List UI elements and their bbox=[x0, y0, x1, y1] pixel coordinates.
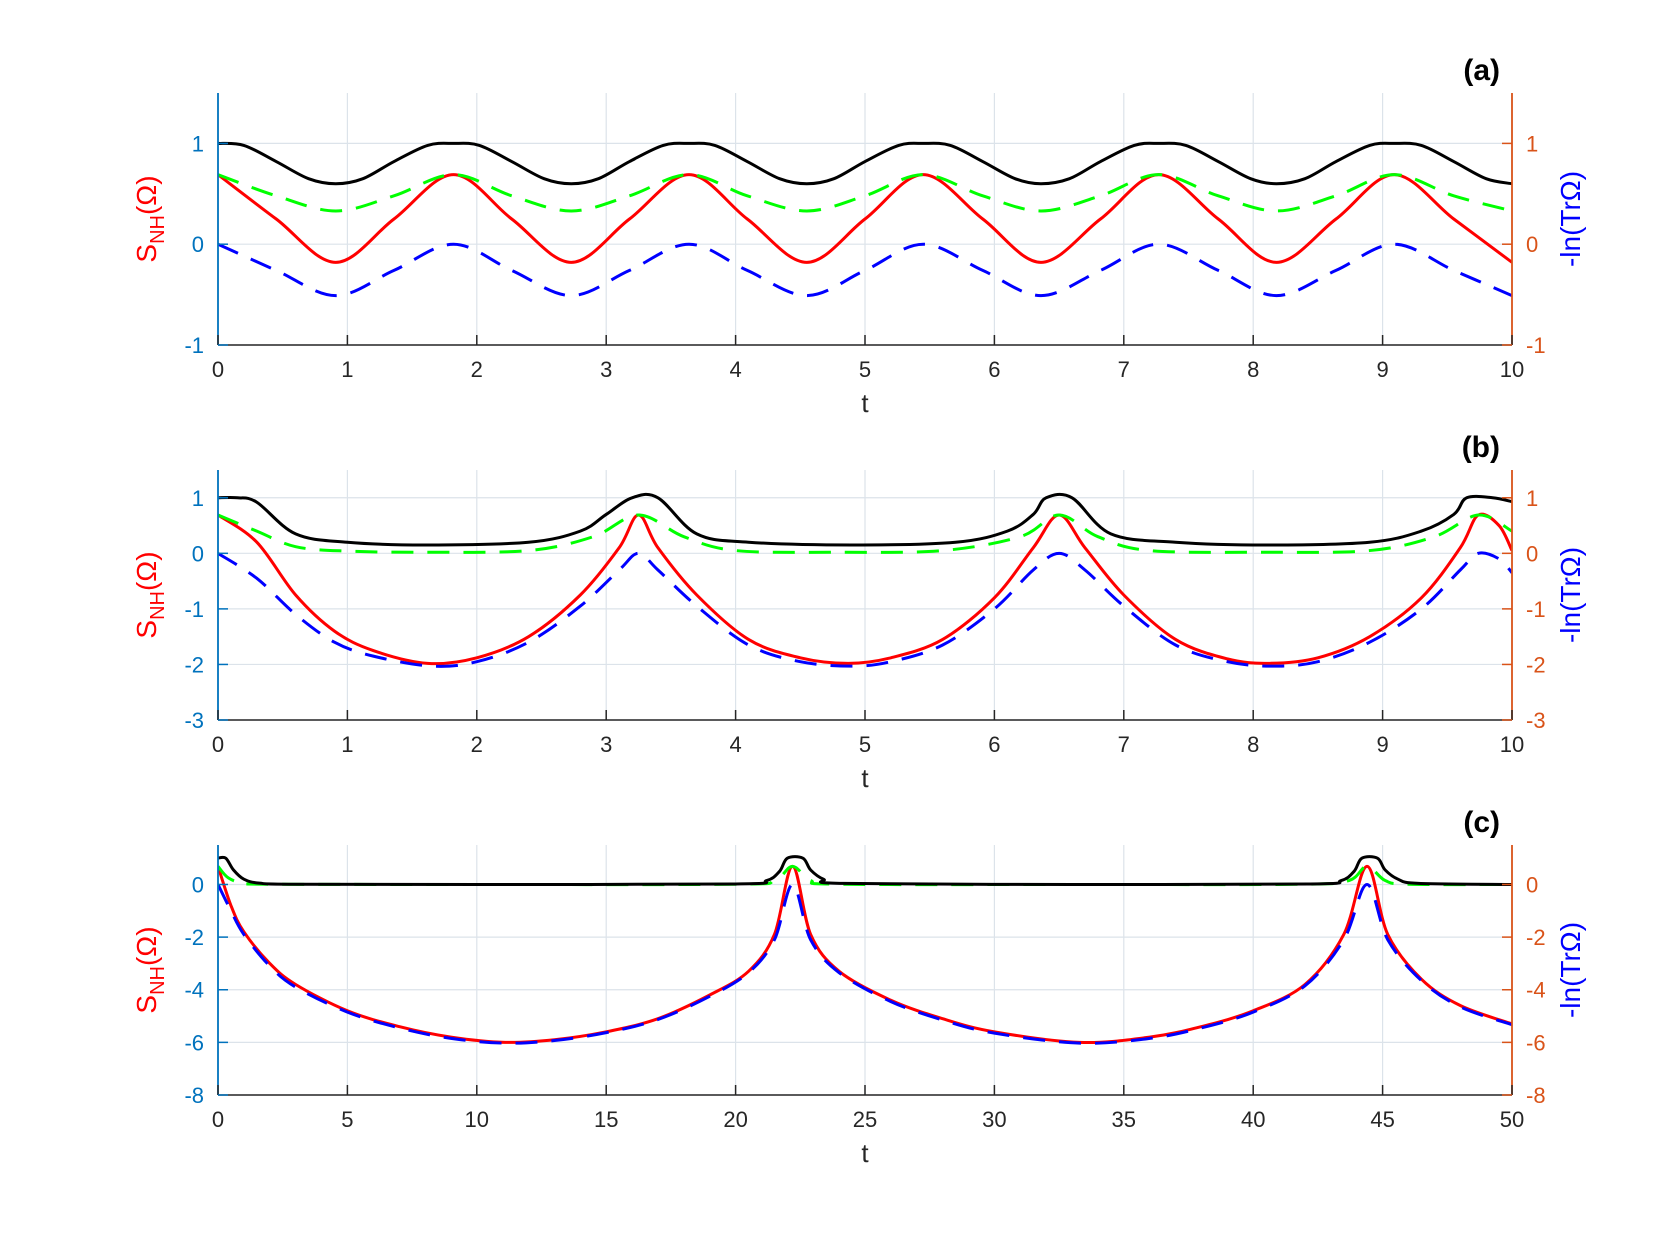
y-title-left-main: S bbox=[131, 620, 162, 639]
series-line-green-dashed bbox=[218, 513, 1512, 554]
x-tick-label: 5 bbox=[859, 732, 871, 757]
series-group bbox=[218, 492, 1512, 668]
y-tick-label-right: 1 bbox=[1526, 486, 1538, 511]
y-tick-label-left: -6 bbox=[184, 1030, 204, 1055]
y-title-left-subscript: NH bbox=[147, 591, 169, 620]
x-tick-label: 4 bbox=[729, 357, 741, 382]
y-title-left-tail: (Ω) bbox=[131, 175, 162, 215]
series-line-red-solid bbox=[218, 173, 1512, 264]
y-tick-label-left: 0 bbox=[192, 541, 204, 566]
y-tick-label-left: 1 bbox=[192, 486, 204, 511]
x-tick-label: 9 bbox=[1376, 732, 1388, 757]
y-tick-label-left: -2 bbox=[184, 925, 204, 950]
x-tick-label: 7 bbox=[1118, 732, 1130, 757]
x-tick-label: 6 bbox=[988, 357, 1000, 382]
y-axis-title-right: -ln(TrΩ) bbox=[1555, 171, 1586, 267]
x-tick-label: 50 bbox=[1500, 1107, 1524, 1132]
x-tick-label: 0 bbox=[212, 357, 224, 382]
x-axis-title: t bbox=[861, 388, 869, 418]
panel-label: (b) bbox=[1462, 431, 1500, 464]
y-axis-title-left: SNH(Ω) bbox=[131, 175, 169, 262]
x-tick-label: 1 bbox=[341, 357, 353, 382]
x-tick-label: 35 bbox=[1112, 1107, 1136, 1132]
x-tick-label: 20 bbox=[723, 1107, 747, 1132]
x-tick-label: 10 bbox=[1500, 357, 1524, 382]
y-tick-label-right: 0 bbox=[1526, 232, 1538, 257]
x-tick-label: 8 bbox=[1247, 732, 1259, 757]
x-tick-label: 9 bbox=[1376, 357, 1388, 382]
x-tick-label: 30 bbox=[982, 1107, 1006, 1132]
x-axis-title: t bbox=[861, 763, 869, 793]
y-tick-label-left: -1 bbox=[184, 333, 204, 358]
y-tick-label-right: -1 bbox=[1526, 333, 1546, 358]
series-line-black-solid bbox=[218, 141, 1512, 186]
series-line-black-solid bbox=[218, 855, 1512, 887]
series-line-green-dashed bbox=[218, 864, 1512, 887]
y-tick-label-left: 1 bbox=[192, 131, 204, 156]
y-tick-label-left: -8 bbox=[184, 1083, 204, 1108]
series-group bbox=[218, 141, 1512, 298]
x-tick-label: 40 bbox=[1241, 1107, 1265, 1132]
series-line-black-solid bbox=[218, 492, 1512, 547]
y-title-left-tail: (Ω) bbox=[131, 926, 162, 966]
x-tick-label: 8 bbox=[1247, 357, 1259, 382]
y-tick-label-left: -2 bbox=[184, 652, 204, 677]
y-tick-label-right: -1 bbox=[1526, 597, 1546, 622]
x-axis-title: t bbox=[861, 1138, 869, 1168]
y-title-left-tail: (Ω) bbox=[131, 551, 162, 591]
x-tick-label: 10 bbox=[1500, 732, 1524, 757]
y-title-left-subscript: NH bbox=[147, 966, 169, 995]
x-tick-label: 25 bbox=[853, 1107, 877, 1132]
y-axis-title-left: SNH(Ω) bbox=[131, 551, 169, 638]
x-tick-label: 2 bbox=[471, 357, 483, 382]
y-title-left-main: S bbox=[131, 244, 162, 263]
series-line-blue-dashed bbox=[218, 551, 1512, 668]
x-tick-label: 10 bbox=[465, 1107, 489, 1132]
y-tick-label-left: -1 bbox=[184, 597, 204, 622]
y-tick-label-right: -6 bbox=[1526, 1030, 1546, 1055]
y-tick-label-right: -2 bbox=[1526, 652, 1546, 677]
y-tick-label-left: -4 bbox=[184, 978, 204, 1003]
x-tick-label: 1 bbox=[341, 732, 353, 757]
y-title-left-main: S bbox=[131, 995, 162, 1014]
series-line-green-dashed bbox=[218, 173, 1512, 213]
series-line-blue-dashed bbox=[218, 882, 1512, 1045]
y-tick-label-right: 0 bbox=[1526, 872, 1538, 897]
y-tick-label-left: 0 bbox=[192, 232, 204, 257]
y-axis-title-right: -ln(TrΩ) bbox=[1555, 547, 1586, 643]
y-tick-label-right: 0 bbox=[1526, 541, 1538, 566]
panel-1: 0 1 2 3 4 5 6 7 8 9 10-1 -10 01 1t(a)SNH(Ω) -ln(TrΩ) bbox=[131, 54, 1586, 418]
panel-label: (a) bbox=[1463, 54, 1500, 87]
x-tick-label: 6 bbox=[988, 732, 1000, 757]
x-tick-label: 2 bbox=[471, 732, 483, 757]
x-tick-label: 4 bbox=[729, 732, 741, 757]
panel-3: 0 5 10 15 20 25 30 35 40 45 50-8 -8-6 -6-4 -4-2 -20 0t(… bbox=[131, 806, 1586, 1168]
y-tick-label-left: 0 bbox=[192, 872, 204, 897]
x-tick-label: 5 bbox=[859, 357, 871, 382]
x-tick-label: 7 bbox=[1118, 357, 1130, 382]
y-tick-label-right: -2 bbox=[1526, 925, 1546, 950]
x-tick-label: 0 bbox=[212, 732, 224, 757]
y-tick-label-right: -4 bbox=[1526, 978, 1546, 1003]
x-tick-label: 5 bbox=[341, 1107, 353, 1132]
y-title-left-subscript: NH bbox=[147, 215, 169, 244]
y-tick-label-right: -3 bbox=[1526, 708, 1546, 733]
x-tick-label: 3 bbox=[600, 357, 612, 382]
x-tick-label: 15 bbox=[594, 1107, 618, 1132]
x-tick-label: 3 bbox=[600, 732, 612, 757]
panel-2: 0 1 2 3 4 5 6 7 8 9 10-3 -3-2 -2-1 -10 01 1t(b)SNH(Ω) -l… bbox=[131, 431, 1586, 793]
x-tick-label: 0 bbox=[212, 1107, 224, 1132]
x-tick-label: 45 bbox=[1370, 1107, 1394, 1132]
y-tick-label-right: -8 bbox=[1526, 1083, 1546, 1108]
panel-label: (c) bbox=[1463, 806, 1500, 839]
series-group bbox=[218, 855, 1512, 1045]
panels: 0 1 2 3 4 5 6 7 8 9 10-1 -10 01 1t(a)SNH(Ω) -ln(TrΩ)0 1… bbox=[131, 54, 1586, 1168]
series-line-red-solid bbox=[218, 512, 1512, 666]
y-tick-label-left: -3 bbox=[184, 708, 204, 733]
y-axis-title-left: SNH(Ω) bbox=[131, 926, 169, 1013]
y-tick-label-right: 1 bbox=[1526, 131, 1538, 156]
y-axis-title-right: -ln(TrΩ) bbox=[1555, 922, 1586, 1018]
